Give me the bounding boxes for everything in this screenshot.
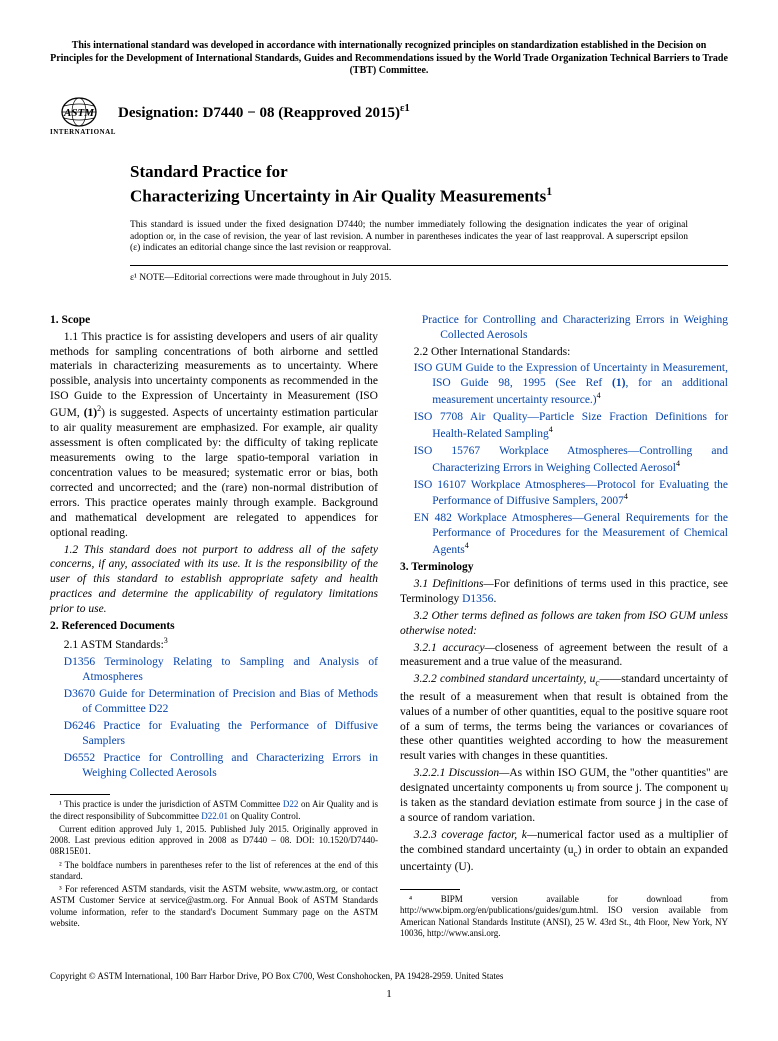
astm-logo: ASTM INTERNATIONAL bbox=[50, 96, 108, 136]
scope-p2: 1.2 This standard does not purport to ad… bbox=[50, 543, 378, 618]
term-csu: 3.2.2 combined standard uncertainty, uc—… bbox=[400, 672, 728, 764]
fn3: ³ For referenced ASTM standards, visit t… bbox=[50, 884, 378, 929]
refdocs-heading: 2. Referenced Documents bbox=[50, 619, 378, 634]
link-iso7708[interactable]: ISO 7708 bbox=[414, 411, 463, 423]
term-discussion: 3.2.2.1 Discussion—As within ISO GUM, th… bbox=[400, 766, 728, 826]
ref-iso15767: ISO 15767 Workplace Atmospheres—Controll… bbox=[400, 444, 728, 476]
issue-note: This standard is issued under the fixed … bbox=[130, 220, 688, 256]
terminology-heading: 3. Terminology bbox=[400, 560, 728, 575]
ref-iso7708: ISO 7708 Air Quality—Particle Size Fract… bbox=[400, 410, 728, 442]
term-accuracy: 3.2.1 accuracy—closeness of agreement be… bbox=[400, 641, 728, 671]
footnote-rule-left bbox=[50, 794, 110, 795]
title-kicker: Standard Practice for bbox=[130, 161, 728, 183]
ref-d6552-cont: Practice for Controlling and Characteriz… bbox=[400, 313, 728, 343]
link-d3670[interactable]: D3670 bbox=[64, 688, 95, 700]
footnote-rule-right bbox=[400, 889, 460, 890]
term-coverage: 3.2.3 coverage factor, k—numerical facto… bbox=[400, 828, 728, 875]
link-d6552[interactable]: D6552 bbox=[64, 752, 95, 764]
ref-isogum: ISO GUM Guide to the Expression of Uncer… bbox=[400, 361, 728, 408]
logo-label: INTERNATIONAL bbox=[50, 129, 108, 136]
ref-d6552: D6552 Practice for Controlling and Chara… bbox=[50, 751, 378, 781]
title-main: Characterizing Uncertainty in Air Qualit… bbox=[130, 184, 728, 208]
fn1b: Current edition approved July 1, 2015. P… bbox=[50, 824, 378, 858]
ref-iso16107: ISO 16107 Workplace Atmospheres—Protocol… bbox=[400, 478, 728, 510]
designation: Designation: D7440 − 08 (Reapproved 2015… bbox=[118, 96, 410, 124]
fn2: ² The boldface numbers in parentheses re… bbox=[50, 860, 378, 883]
astm-stds-label: 2.1 ASTM Standards:3 bbox=[50, 636, 378, 653]
link-en482[interactable]: EN 482 bbox=[414, 512, 452, 524]
copyright: Copyright © ASTM International, 100 Barr… bbox=[50, 971, 728, 983]
ref-d6246: D6246 Practice for Evaluating the Perfor… bbox=[50, 719, 378, 749]
link-d1356b[interactable]: D1356 bbox=[462, 593, 493, 605]
other-stds-label: 2.2 Other International Standards: bbox=[400, 345, 728, 360]
scope-p1: 1.1 This practice is for assisting devel… bbox=[50, 330, 378, 541]
svg-text:ASTM: ASTM bbox=[63, 107, 95, 119]
term-p1: 3.1 Definitions—For definitions of terms… bbox=[400, 577, 728, 607]
ref-en482: EN 482 Workplace Atmospheres—General Req… bbox=[400, 511, 728, 558]
ref-d3670: D3670 Guide for Determination of Precisi… bbox=[50, 687, 378, 717]
term-p2: 3.2 Other terms defined as follows are t… bbox=[400, 609, 728, 639]
title-block: Standard Practice for Characterizing Unc… bbox=[130, 161, 728, 208]
link-d2201[interactable]: D22.01 bbox=[201, 811, 228, 821]
page-number: 1 bbox=[50, 987, 728, 1001]
designation-row: ASTM INTERNATIONAL Designation: D7440 − … bbox=[50, 96, 728, 136]
epsilon-note: ε¹ NOTE—Editorial corrections were made … bbox=[130, 265, 728, 284]
globe-icon: ASTM bbox=[53, 96, 105, 128]
scope-heading: 1. Scope bbox=[50, 313, 378, 328]
ref-d1356: D1356 Terminology Relating to Sampling a… bbox=[50, 655, 378, 685]
link-iso15767[interactable]: ISO 15767 bbox=[414, 445, 480, 457]
fn1: ¹ This practice is under the jurisdictio… bbox=[50, 799, 378, 822]
link-isogum[interactable]: ISO GUM bbox=[414, 362, 463, 374]
link-d1356[interactable]: D1356 bbox=[64, 656, 95, 668]
top-notice: This international standard was develope… bbox=[50, 40, 728, 78]
fn4: ⁴ BIPM version available for download fr… bbox=[400, 894, 728, 939]
body-columns: 1. Scope 1.1 This practice is for assist… bbox=[50, 313, 728, 942]
link-d6246[interactable]: D6246 bbox=[64, 720, 95, 732]
link-iso16107[interactable]: ISO 16107 bbox=[414, 479, 466, 491]
link-d22[interactable]: D22 bbox=[283, 799, 299, 809]
